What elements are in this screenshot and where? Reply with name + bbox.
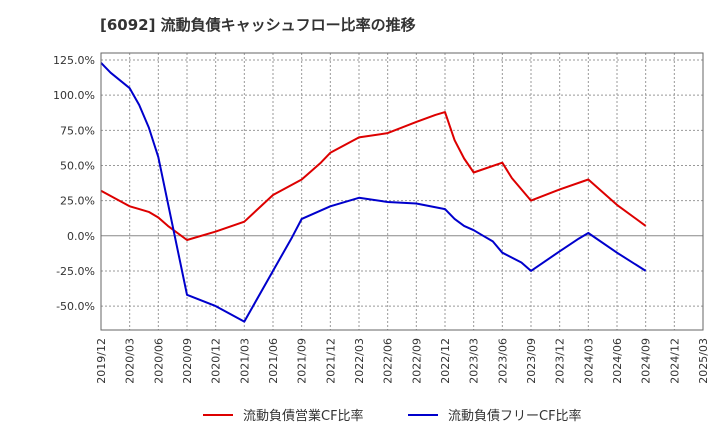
y-tick-label: 0.0% — [67, 230, 95, 243]
x-tick-label: 2023/09 — [525, 338, 538, 384]
x-tick-label: 2023/06 — [496, 338, 509, 384]
x-tick-label: 2021/09 — [296, 338, 309, 384]
x-tick-label: 2023/03 — [468, 338, 481, 384]
x-tick-label: 2020/03 — [124, 338, 137, 384]
series-lines — [100, 62, 647, 323]
x-tick-label: 2024/06 — [611, 338, 624, 384]
plot-area — [101, 53, 703, 330]
x-tick-label: 2022/09 — [410, 338, 423, 384]
x-tick-label: 2024/03 — [582, 338, 595, 384]
series-line-2 — [100, 62, 647, 323]
series-line-1 — [100, 111, 647, 241]
y-tick-label: 25.0% — [60, 195, 95, 208]
y-tick-label: -25.0% — [56, 265, 95, 278]
x-tick-label: 2025/03 — [697, 338, 710, 384]
x-tick-label: 2020/09 — [181, 338, 194, 384]
x-tick-label: 2020/12 — [210, 338, 223, 384]
legend-label-1: 流動負債営業CF比率 — [243, 408, 364, 424]
y-tick-label: 100.0% — [53, 89, 95, 102]
x-tick-label: 2021/03 — [238, 338, 251, 384]
legend: 流動負債営業CF比率 流動負債フリーCF比率 — [203, 408, 582, 424]
y-axis-ticks: 125.0% 100.0% 75.0% 50.0% 25.0% 0.0% -25.0% -50… — [53, 54, 95, 313]
axis-frame — [100, 52, 704, 331]
x-tick-label: 2021/06 — [267, 338, 280, 384]
gridlines — [100, 53, 704, 330]
x-tick-label: 2019/12 — [95, 338, 108, 384]
x-tick-label: 2023/12 — [554, 338, 567, 384]
plot-frame — [100, 52, 704, 331]
y-tick-label: 50.0% — [60, 159, 95, 172]
x-axis-ticks: 2019/12 2020/03 2020/06 2020/09 2020/12 2021/… — [95, 338, 710, 384]
x-tick-label: 2021/12 — [324, 338, 337, 384]
x-tick-label: 2022/12 — [439, 338, 452, 384]
x-tick-label: 2020/06 — [152, 338, 165, 384]
y-tick-label: -50.0% — [56, 300, 95, 313]
x-tick-label: 2024/12 — [668, 338, 681, 384]
chart-title: [6092] 流動負債キャッシュフロー比率の推移 — [100, 16, 416, 34]
x-tick-label: 2022/06 — [382, 338, 395, 384]
x-tick-label: 2024/09 — [640, 338, 653, 384]
x-tick-label: 2022/03 — [353, 338, 366, 384]
y-tick-label: 125.0% — [53, 54, 95, 67]
legend-label-2: 流動負債フリーCF比率 — [448, 408, 582, 424]
y-tick-label: 75.0% — [60, 124, 95, 137]
